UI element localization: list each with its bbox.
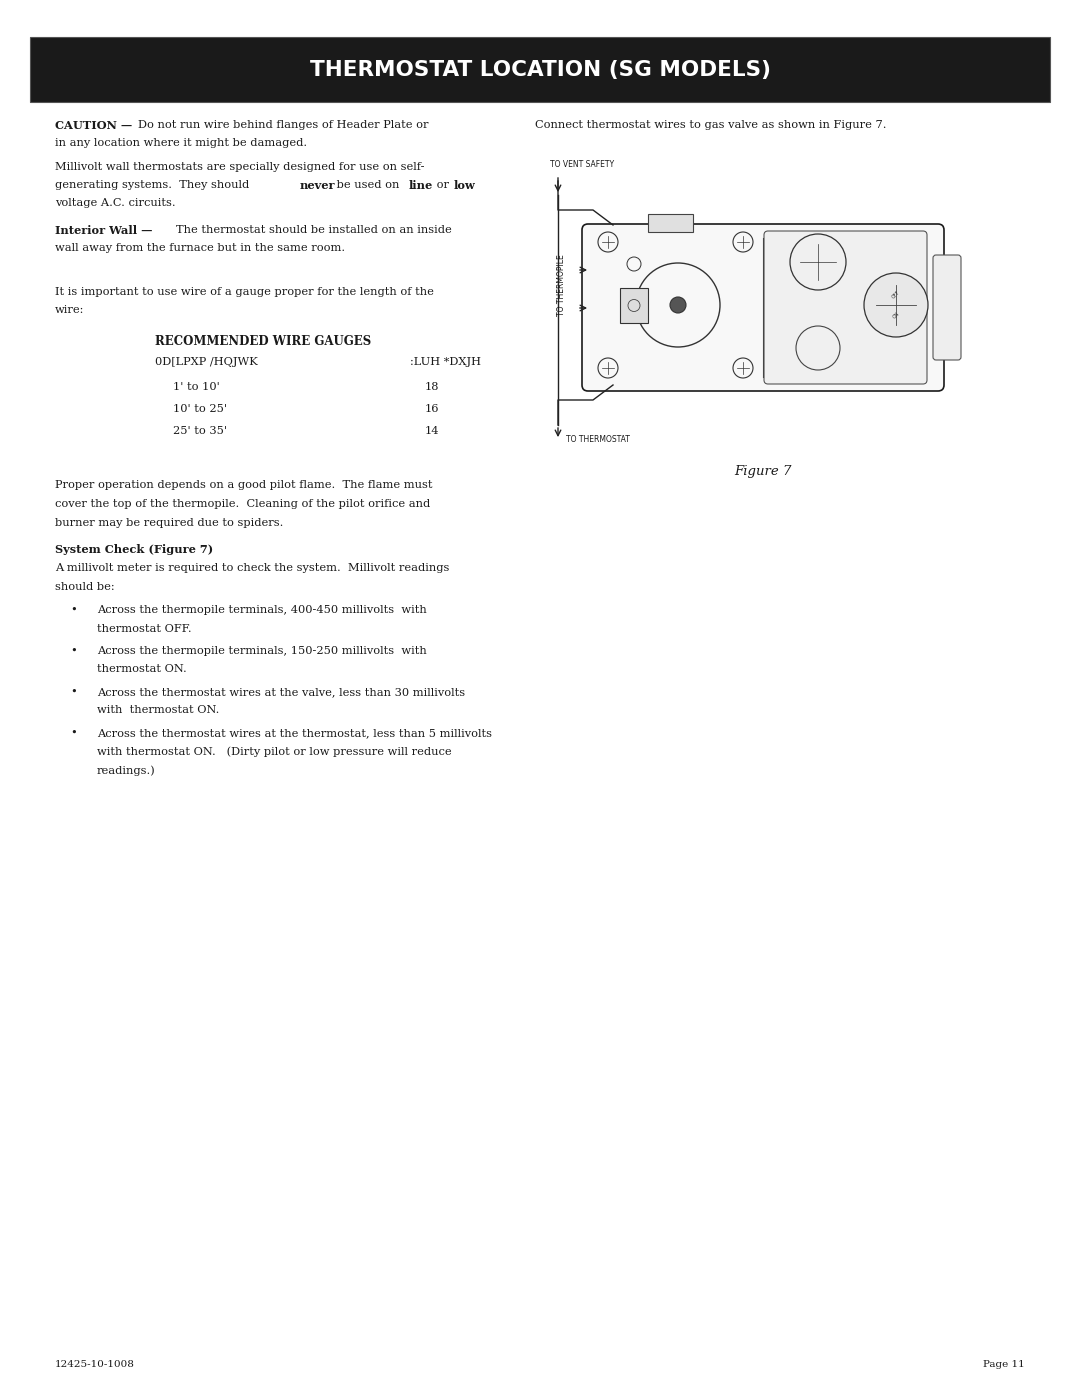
- FancyBboxPatch shape: [933, 256, 961, 360]
- Text: Proper operation depends on a good pilot flame.  The flame must: Proper operation depends on a good pilot…: [55, 481, 432, 490]
- Circle shape: [670, 298, 686, 313]
- Text: Connect thermostat wires to gas valve as shown in Figure 7.: Connect thermostat wires to gas valve as…: [535, 120, 886, 130]
- Text: Do not run wire behind flanges of Header Plate or: Do not run wire behind flanges of Header…: [138, 120, 429, 130]
- Text: •: •: [70, 645, 77, 657]
- Text: The thermostat should be installed on an inside: The thermostat should be installed on an…: [176, 225, 451, 235]
- Text: Across the thermostat wires at the thermostat, less than 5 millivolts: Across the thermostat wires at the therm…: [97, 728, 492, 738]
- Bar: [30, 36, 1050, 102]
- Text: be used on: be used on: [333, 180, 403, 190]
- Text: 16: 16: [426, 404, 440, 414]
- Text: :LUH *DXJH: :LUH *DXJH: [410, 358, 481, 367]
- Circle shape: [864, 272, 928, 337]
- Text: burner may be required due to spiders.: burner may be required due to spiders.: [55, 518, 283, 528]
- Text: Millivolt wall thermostats are specially designed for use on self-: Millivolt wall thermostats are specially…: [55, 162, 424, 172]
- Text: 10' to 25': 10' to 25': [173, 404, 227, 414]
- Text: with  thermostat ON.: with thermostat ON.: [97, 705, 219, 715]
- Text: TO THERMOSTAT: TO THERMOSTAT: [566, 434, 630, 444]
- Text: THERMOSTAT LOCATION (SG MODELS): THERMOSTAT LOCATION (SG MODELS): [310, 60, 770, 80]
- Text: RECOMMENDED WIRE GAUGES: RECOMMENDED WIRE GAUGES: [156, 335, 372, 348]
- Text: with thermostat ON.   (Dirty pilot or low pressure will reduce: with thermostat ON. (Dirty pilot or low …: [97, 746, 451, 757]
- Text: generating systems.  They should: generating systems. They should: [55, 180, 253, 190]
- Text: Across the thermopile terminals, 150-250 millivolts  with: Across the thermopile terminals, 150-250…: [97, 645, 427, 657]
- Text: •: •: [70, 728, 77, 738]
- Text: never: never: [300, 180, 336, 191]
- Text: 18: 18: [426, 381, 440, 393]
- Text: wall away from the furnace but in the same room.: wall away from the furnace but in the sa…: [55, 243, 346, 253]
- FancyBboxPatch shape: [582, 224, 944, 391]
- Text: Across the thermopile terminals, 400-450 millivolts  with: Across the thermopile terminals, 400-450…: [97, 605, 427, 615]
- Text: 0D[LPXP /HQJWK: 0D[LPXP /HQJWK: [156, 358, 258, 367]
- Text: line: line: [409, 180, 433, 191]
- Text: thermostat ON.: thermostat ON.: [97, 665, 187, 675]
- Text: •: •: [70, 687, 77, 697]
- Text: 25' to 35': 25' to 35': [173, 426, 227, 436]
- Text: CAUTION —: CAUTION —: [55, 120, 132, 131]
- Text: TO THERMOPILE: TO THERMOPILE: [557, 254, 567, 316]
- Text: readings.): readings.): [97, 766, 156, 775]
- Text: thermostat OFF.: thermostat OFF.: [97, 623, 191, 633]
- Text: or: or: [433, 180, 453, 190]
- Text: voltage A.C. circuits.: voltage A.C. circuits.: [55, 198, 176, 208]
- Text: should be:: should be:: [55, 583, 114, 592]
- Text: Page 11: Page 11: [983, 1361, 1025, 1369]
- Bar: [648, 214, 693, 232]
- Text: low: low: [454, 180, 476, 191]
- Text: OFF: OFF: [891, 291, 901, 300]
- Text: in any location where it might be damaged.: in any location where it might be damage…: [55, 138, 307, 148]
- Text: TO VENT SAFETY: TO VENT SAFETY: [550, 161, 615, 169]
- Text: 1' to 10': 1' to 10': [173, 381, 219, 393]
- Text: Figure 7: Figure 7: [734, 465, 792, 478]
- Text: System Check (Figure 7): System Check (Figure 7): [55, 543, 213, 555]
- Text: Interior Wall —: Interior Wall —: [55, 225, 152, 236]
- Text: 12425-10-1008: 12425-10-1008: [55, 1361, 135, 1369]
- Text: 14: 14: [426, 426, 440, 436]
- Text: It is important to use wire of a gauge proper for the length of the: It is important to use wire of a gauge p…: [55, 286, 434, 298]
- Text: •: •: [70, 605, 77, 615]
- Text: Across the thermostat wires at the valve, less than 30 millivolts: Across the thermostat wires at the valve…: [97, 687, 465, 697]
- FancyBboxPatch shape: [764, 231, 927, 384]
- Text: ON: ON: [892, 310, 901, 320]
- Text: wire:: wire:: [55, 305, 84, 314]
- Text: cover the top of the thermopile.  Cleaning of the pilot orifice and: cover the top of the thermopile. Cleanin…: [55, 499, 430, 509]
- Text: A millivolt meter is required to check the system.  Millivolt readings: A millivolt meter is required to check t…: [55, 563, 449, 573]
- Bar: [620, 288, 648, 323]
